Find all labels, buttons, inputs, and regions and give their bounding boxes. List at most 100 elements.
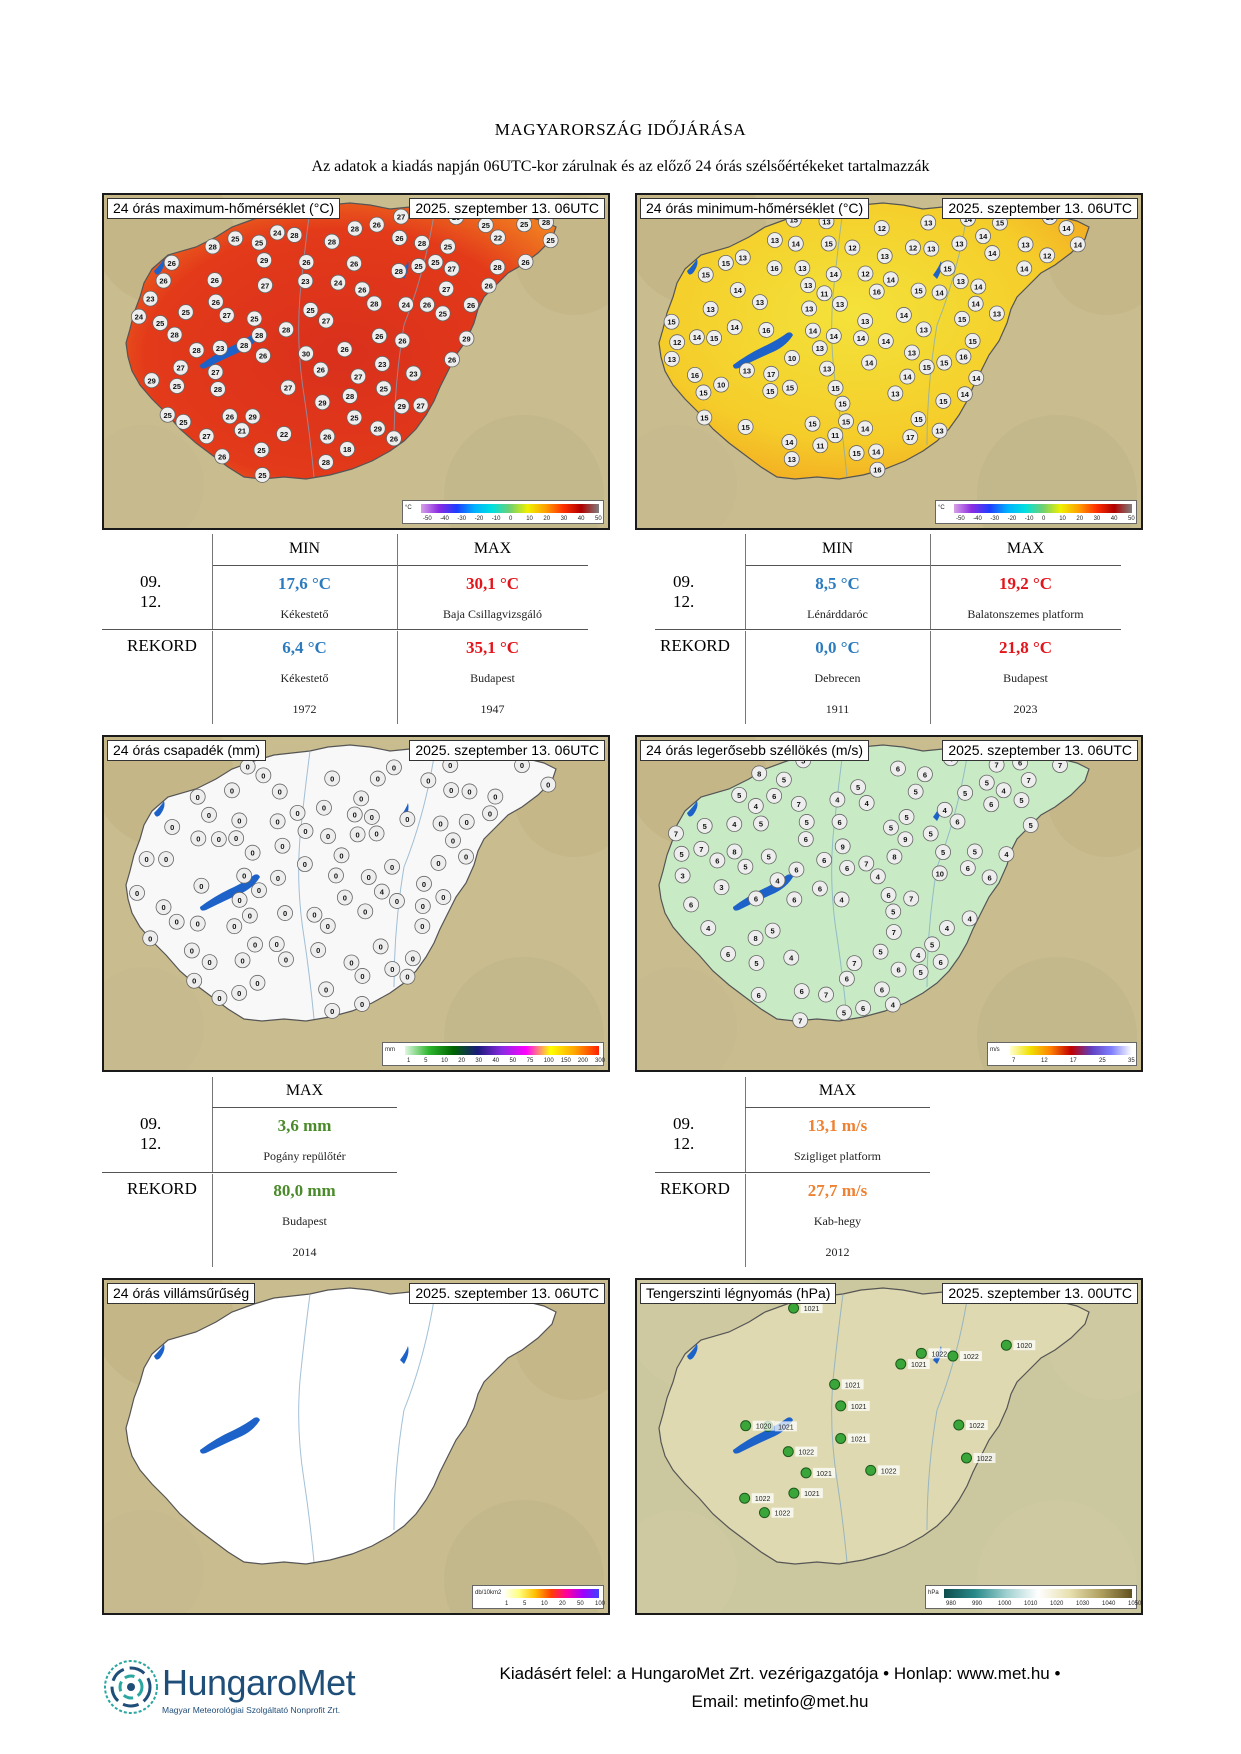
pressure-svg: 1022 1022 1022 1020 1021 1022 1021 1022 1022 1021… (637, 1280, 1141, 1613)
record-min-station: Kékestető (280, 671, 329, 685)
terrain-shading (444, 415, 604, 528)
station-value: 21 (238, 426, 246, 435)
col-header-max: MAX (818, 1082, 857, 1099)
station-circle (753, 815, 769, 832)
station-circle (198, 428, 215, 445)
station-value: 12 (878, 224, 886, 233)
station-circle (951, 235, 968, 252)
station-circle (915, 321, 932, 338)
station-circle (218, 307, 235, 324)
scale-tick-label: 0 (1042, 516, 1046, 522)
station-value: 6 (818, 884, 822, 893)
station-circle (375, 380, 392, 397)
station-value: 14 (731, 323, 740, 332)
station-circle (954, 310, 971, 327)
station-circle (163, 254, 180, 271)
station-marker: 14 (882, 271, 899, 288)
station-circle (918, 359, 935, 375)
station-value: 26 (395, 234, 403, 243)
station-value: 4 (945, 924, 950, 933)
station-marker: 16 (868, 283, 885, 300)
station-value: 29 (374, 424, 382, 433)
station-circle (435, 889, 452, 905)
station-value: 22 (280, 430, 288, 439)
station-marker: 26 (368, 216, 385, 233)
station-value: 0 (330, 1007, 334, 1016)
station-value: 14 (1074, 240, 1083, 249)
station-value: 0 (255, 979, 259, 988)
station-value: 1021 (851, 1404, 867, 1411)
station-marker: 6 (797, 831, 814, 848)
station-value: 25 (156, 319, 164, 328)
station-marker: 6 (812, 880, 828, 897)
station-marker: 6 (949, 813, 966, 830)
wind-svg: 5545366546675867666647757664876597654554… (637, 737, 1141, 1070)
station-value: 23 (378, 360, 386, 369)
station-value: 0 (376, 775, 380, 784)
station-value: 28 (346, 392, 354, 401)
lake-ferto (154, 259, 165, 275)
station-circle (363, 809, 380, 825)
station-circle (390, 263, 407, 279)
station-value: 0 (276, 817, 280, 826)
station-marker: 6 (855, 1000, 872, 1016)
station-marker: 12 (905, 239, 921, 256)
lightning-density-map: 24 órás villámsűrűség 2025. szeptember 1… (102, 1278, 610, 1615)
station-circle (158, 851, 174, 868)
station-marker: 27 (207, 364, 224, 380)
station-marker: 13 (988, 305, 1005, 322)
station-circle (949, 813, 966, 830)
station-value: 5 (767, 852, 771, 861)
station-marker: 25 (410, 258, 427, 274)
terrain-shading (444, 1500, 604, 1613)
station-value: 27 (202, 432, 210, 441)
record-year: 2014 (292, 1245, 317, 1259)
color-scale-bar (503, 1589, 599, 1598)
station-marker: 15 (697, 266, 714, 283)
station-marker: 13 (752, 294, 768, 311)
station-value: 13 (920, 325, 928, 334)
terrain-shading (104, 425, 204, 528)
station-value: 0 (303, 860, 307, 869)
station-value: 25 (414, 262, 422, 271)
station-circle (869, 868, 886, 885)
station-circle (298, 345, 314, 362)
station-value: 28 (395, 267, 403, 276)
station-marker: 15 (935, 393, 952, 409)
label-background (751, 1493, 774, 1504)
station-value: 23 (409, 369, 417, 378)
station-circle (709, 852, 726, 869)
station-marker: 5 (696, 817, 713, 834)
station-circle (700, 920, 717, 936)
station-marker: 0 (363, 809, 380, 825)
station-circle (961, 910, 978, 927)
station-circle (663, 313, 680, 330)
station-value: 16 (873, 466, 881, 475)
station-circle (540, 776, 557, 793)
max-value: 30,1 °C (465, 574, 520, 593)
station-circle (271, 783, 288, 800)
row-label-record: REKORD (127, 1179, 197, 1198)
station-circle (166, 326, 183, 343)
station-marker: 24 (130, 308, 147, 325)
station-circle (838, 413, 854, 430)
col-header-max: MAX (1006, 540, 1045, 557)
station-value: 14 (857, 334, 866, 343)
station-value: 0 (449, 786, 453, 795)
station-marker: 14 (729, 282, 746, 298)
min-temperature-map: 13 13 12 13 13 15 13 11 12 10 14 14 15 13 14 15 15 14 13 14… (635, 193, 1143, 530)
station-circle (384, 961, 401, 977)
station-marker: 27 (280, 379, 296, 396)
station-value: 14 (935, 288, 944, 297)
station-value: 4 (891, 1001, 896, 1010)
scale-tick-label: 20 (559, 1601, 566, 1607)
col-header-min: MIN (821, 540, 854, 557)
station-value: 15 (667, 318, 675, 327)
station-marker: 0 (399, 968, 416, 985)
station-value: 13 (804, 281, 812, 290)
station-circle (255, 767, 272, 784)
station-value: 0 (436, 859, 440, 868)
station-circle (850, 779, 866, 796)
row-label-record: REKORD (127, 636, 197, 655)
station-marker: 0 (514, 757, 530, 774)
